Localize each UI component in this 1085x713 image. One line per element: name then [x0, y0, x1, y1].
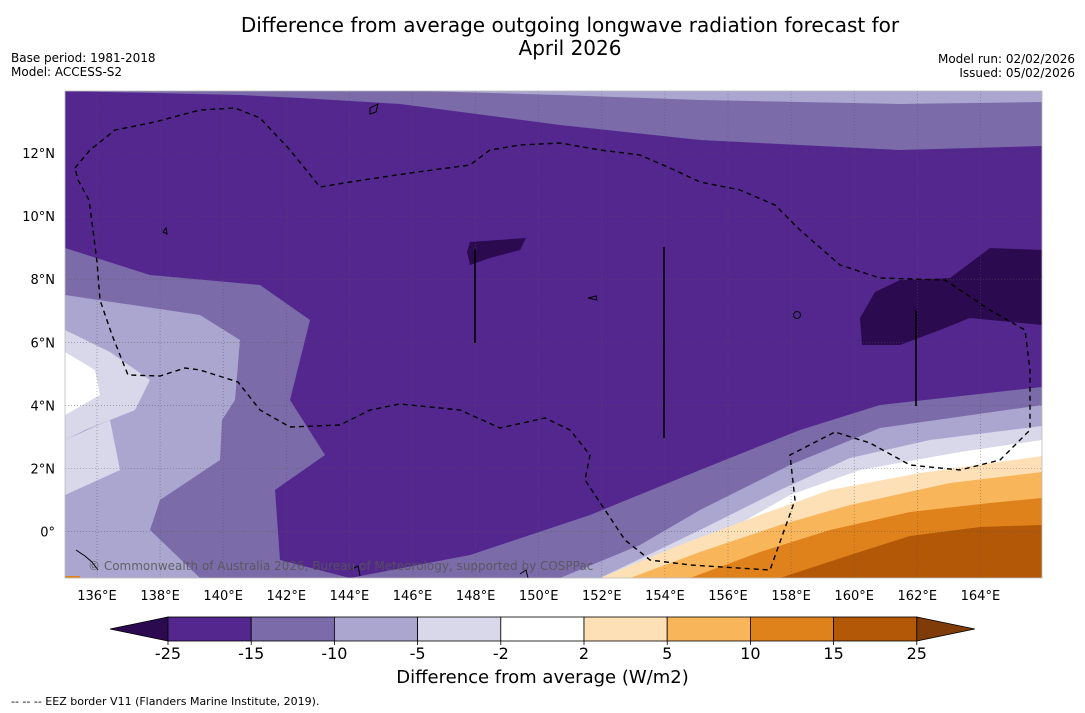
lon-tick-label: 150°E: [519, 589, 559, 604]
model-run: Model run: 02/02/2026: [937, 52, 1075, 66]
colorbar-segment: [750, 616, 835, 642]
colorbar-title: Difference from average (W/m2): [396, 667, 689, 688]
colorbar-segment: [583, 616, 668, 642]
lat-tick-label: 2°N: [31, 463, 56, 478]
lon-tick-label: 154°E: [645, 589, 685, 604]
lon-tick-label: 136°E: [77, 589, 117, 604]
lon-tick-label: 142°E: [267, 589, 307, 604]
island-6: [349, 565, 361, 577]
lon-tick-label: 152°E: [582, 589, 622, 604]
colorbar-tick-label: 10: [740, 644, 760, 663]
islands: [75, 103, 801, 578]
lon-tick-label: 148°E: [456, 589, 496, 604]
anomaly-blob-minus25-east: [860, 248, 1042, 345]
island-2: [793, 311, 801, 319]
colorbar-segment: [500, 616, 585, 642]
colorbar: -25 -15 -10 -5 -2 2 5 10 15 25: [109, 616, 975, 663]
lon-tick-label: 156°E: [708, 589, 748, 604]
base-period: Base period: 1981-2018: [11, 51, 156, 65]
meta-right: Model run: 02/02/2026 Issued: 05/02/2026: [938, 52, 1075, 80]
lat-tick-label: 10°N: [22, 210, 55, 225]
lat-tick-label: 4°N: [31, 399, 56, 414]
colorbar-tick-label: 5: [662, 644, 672, 663]
chart-title: Difference from average outgoing longwav…: [170, 14, 970, 60]
title-line-1: Difference from average outgoing longwav…: [240, 13, 900, 37]
colorbar-segment: [666, 616, 751, 642]
lat-tick-label: 6°N: [31, 336, 56, 351]
latitude-labels: 12°N 10°N 8°N 6°N 4°N 2°N 0°: [22, 147, 55, 541]
lon-tick-label: 162°E: [898, 589, 938, 604]
lat-tick-label: 12°N: [22, 147, 55, 162]
longitude-labels: 136°E 138°E 140°E 142°E 144°E 146°E 148°E 150°E…: [77, 589, 1000, 604]
footnote: -- -- -- EEZ border V11 (Flanders Marine…: [11, 695, 320, 708]
colorbar-tick-label: -15: [238, 644, 264, 663]
colorbar-tick-label: 25: [907, 644, 927, 663]
island-7: [519, 569, 529, 578]
island-4: [162, 226, 168, 235]
lon-tick-label: 160°E: [834, 589, 874, 604]
colorbar-tick-label: -25: [155, 644, 181, 663]
anomaly-band-plus15: [780, 525, 1042, 578]
title-line-2: April 2026: [518, 36, 622, 60]
island-5: [75, 549, 99, 571]
lon-tick-label: 158°E: [771, 589, 811, 604]
lon-tick-label: 140°E: [203, 589, 243, 604]
issued-date: Issued: 05/02/2026: [959, 66, 1075, 80]
anomaly-band-neutral-west: [65, 352, 100, 415]
lon-tick-label: 146°E: [393, 589, 433, 604]
lat-tick-label: 0°: [40, 526, 55, 541]
plot-frame: [64, 90, 1043, 579]
anomaly-band-minus2-west: [65, 330, 150, 440]
anomaly-blob-minus25-west: [467, 238, 526, 265]
lat-tick-label: 8°N: [31, 273, 56, 288]
colorbar-segment: [333, 616, 418, 642]
colorbar-segment: [833, 616, 918, 642]
copyright-text: © Commonwealth of Australia 2026, Bureau…: [88, 559, 593, 573]
vertical-markers: [474, 247, 917, 438]
anomaly-band-minus2-west-b: [65, 420, 120, 495]
anomaly-corner-orange: [65, 576, 80, 578]
graticule: [65, 91, 1042, 578]
colorbar-tick-label: -5: [410, 644, 426, 663]
colorbar-extend-low: [109, 616, 169, 642]
colorbar-tick-label: 15: [823, 644, 843, 663]
colorbar-segment: [250, 616, 335, 642]
lon-tick-label: 144°E: [330, 589, 370, 604]
colorbar-tick-label: -2: [493, 644, 509, 663]
lon-tick-label: 164°E: [961, 589, 1001, 604]
colorbar-segment: [167, 616, 252, 642]
model-name: Model: ACCESS-S2: [11, 65, 123, 79]
island-3: [587, 295, 598, 301]
meta-left: Base period: 1981-2018 Model: ACCESS-S2: [11, 51, 156, 79]
anomaly-band-minus5-north: [420, 91, 1042, 104]
lon-tick-label: 138°E: [140, 589, 180, 604]
colorbar-tick-label: -10: [321, 644, 347, 663]
anomaly-band-minus10-north: [65, 91, 1042, 150]
map-plot-area: © Commonwealth of Australia 2026, Bureau…: [65, 91, 1042, 578]
colorbar-extend-high: [916, 616, 975, 642]
colorbar-tick-label: 2: [579, 644, 589, 663]
colorbar-segment: [417, 616, 502, 642]
island-1: [369, 103, 379, 115]
eez-border: [74, 107, 1031, 571]
